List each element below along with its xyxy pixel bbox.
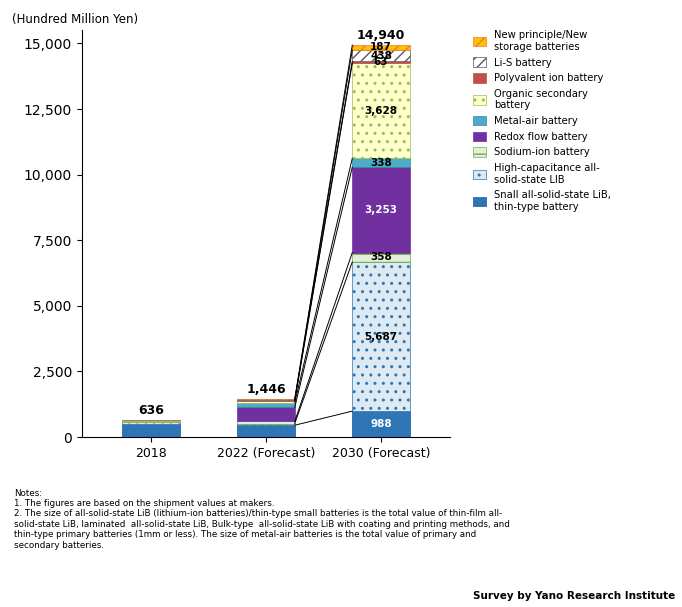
Bar [122, 422, 179, 424]
Text: (Hundred Million Yen): (Hundred Million Yen) [12, 13, 138, 26]
Bar [237, 407, 295, 421]
Bar [353, 50, 410, 61]
Text: 5,687: 5,687 [364, 331, 398, 342]
Text: 1,446: 1,446 [246, 383, 286, 396]
Bar [122, 424, 179, 437]
Bar [353, 61, 410, 63]
Bar [353, 167, 410, 253]
Text: 358: 358 [370, 252, 392, 262]
Text: 3,628: 3,628 [365, 106, 398, 116]
Bar [237, 426, 295, 437]
Bar [353, 262, 410, 411]
Text: 187: 187 [370, 42, 392, 52]
Text: Notes:
1. The figures are based on the shipment values at makers.
2. The size of: Notes: 1. The figures are based on the s… [14, 489, 509, 549]
Bar [353, 253, 410, 262]
Bar [353, 45, 410, 50]
Text: 636: 636 [138, 404, 164, 417]
Bar [237, 402, 295, 407]
Text: 14,940: 14,940 [357, 29, 405, 42]
Text: 988: 988 [370, 419, 392, 429]
Text: 63: 63 [374, 57, 388, 67]
Bar [237, 399, 295, 400]
Bar [353, 411, 410, 437]
Text: 438: 438 [370, 51, 392, 61]
Bar [237, 401, 295, 402]
Text: Survey by Yano Research Institute: Survey by Yano Research Institute [473, 591, 675, 601]
Bar [353, 63, 410, 158]
Text: 338: 338 [370, 158, 392, 168]
Text: 3,253: 3,253 [365, 205, 398, 215]
Bar [237, 421, 295, 424]
Legend: New principle/New
storage batteries, Li-S battery, Polyvalent ion battery, Organ: New principle/New storage batteries, Li-… [470, 27, 614, 215]
Bar [237, 424, 295, 426]
Bar [353, 158, 410, 167]
